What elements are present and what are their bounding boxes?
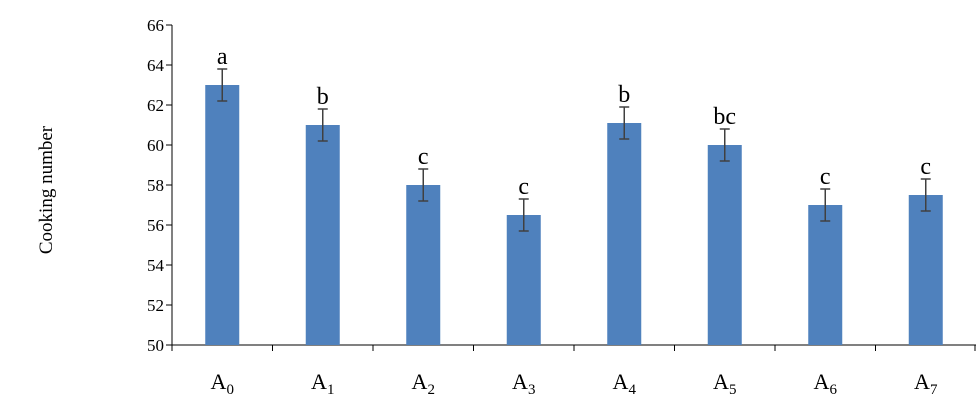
bars-group — [205, 85, 943, 345]
category-subscript: 7 — [930, 382, 938, 396]
significance-label: c — [820, 164, 831, 190]
y-tick-label: 50 — [147, 336, 164, 355]
category-subscript: 6 — [829, 382, 837, 396]
category-base: A — [814, 369, 830, 394]
category-base: A — [914, 369, 930, 394]
bar — [406, 185, 441, 345]
y-tick-label: 58 — [147, 176, 164, 195]
significance-label: b — [618, 82, 630, 108]
bar — [305, 125, 340, 345]
significance-label: c — [418, 144, 429, 170]
category-subscript: 5 — [729, 382, 737, 396]
bar — [908, 195, 943, 345]
y-tick-label: 54 — [147, 256, 165, 275]
y-tick-label: 62 — [147, 96, 164, 115]
x-category-label: A5 — [713, 369, 736, 396]
x-axis — [171, 344, 976, 351]
error-bars-group — [217, 68, 931, 232]
error-bar — [820, 188, 831, 222]
y-tick-label: 64 — [147, 56, 165, 75]
y-tick-label: 52 — [147, 296, 164, 315]
y-tick-label: 60 — [147, 136, 164, 155]
bar — [607, 123, 642, 345]
error-bar — [719, 128, 730, 162]
x-category-label: A1 — [311, 369, 334, 396]
category-base: A — [211, 369, 227, 394]
category-subscript: 2 — [427, 382, 435, 396]
category-base: A — [512, 369, 528, 394]
significance-label: c — [920, 154, 931, 180]
y-tick-label: 66 — [147, 16, 164, 35]
category-base: A — [613, 369, 629, 394]
error-bar — [619, 106, 630, 140]
significance-label: c — [518, 174, 529, 200]
x-category-label: A7 — [914, 369, 938, 396]
category-base: A — [412, 369, 428, 394]
error-bar — [518, 198, 529, 232]
bar — [707, 145, 742, 345]
category-subscript: 1 — [327, 382, 335, 396]
x-category-label: A6 — [814, 369, 838, 396]
x-category-label: A3 — [512, 369, 535, 396]
x-category-label: A2 — [412, 369, 435, 396]
error-bar — [418, 168, 429, 202]
significance-label: b — [317, 84, 329, 110]
category-subscript: 0 — [226, 382, 234, 396]
error-bar — [920, 178, 931, 212]
bar — [205, 85, 240, 345]
category-labels-group: A0 A1 A2 A3 A4 A5 A6 A7 — [211, 369, 938, 398]
bar — [808, 205, 843, 345]
category-base: A — [713, 369, 729, 394]
y-tick-label: 56 — [147, 216, 164, 235]
significance-label: a — [217, 44, 228, 70]
category-subscript: 3 — [528, 382, 536, 396]
error-bar — [317, 108, 328, 142]
category-base: A — [311, 369, 327, 394]
y-axis-title: Cooking number — [36, 125, 57, 254]
bar — [506, 215, 541, 345]
x-category-label: A4 — [613, 369, 637, 396]
category-subscript: 4 — [628, 382, 636, 396]
x-category-label: A0 — [211, 369, 234, 396]
error-bar — [217, 68, 228, 102]
significance-label: bc — [713, 104, 736, 130]
y-axis: 50 52 54 56 58 60 62 64 66 — [147, 16, 173, 355]
